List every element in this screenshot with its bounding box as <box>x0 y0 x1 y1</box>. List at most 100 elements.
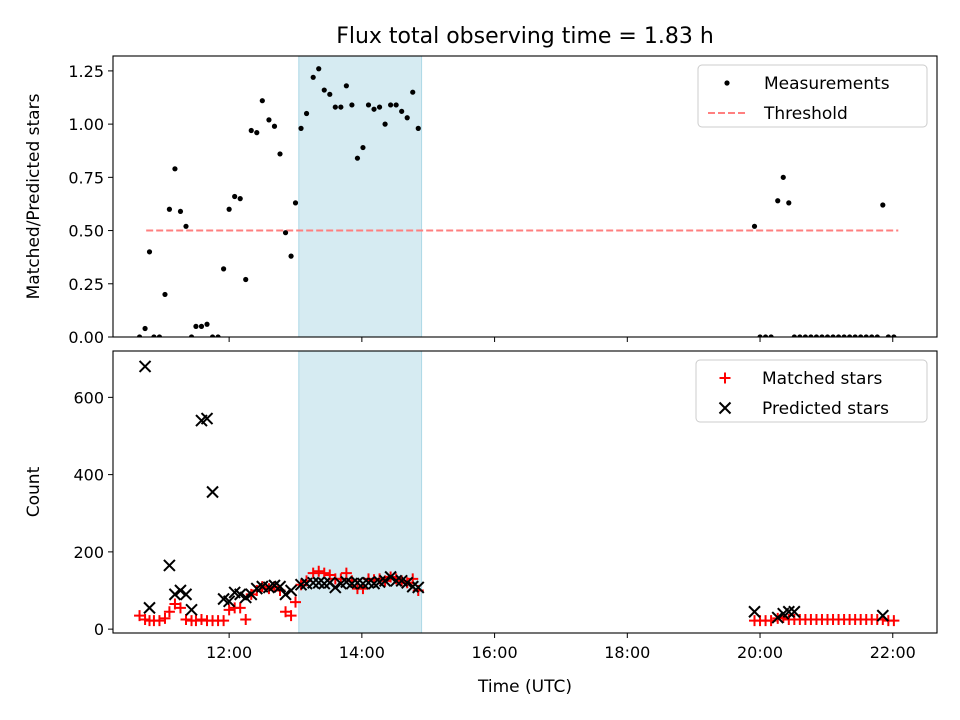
measurementspoint <box>824 334 831 337</box>
measurementspoint <box>869 334 875 337</box>
measurementspoint <box>371 106 377 112</box>
predicted-starspoint <box>273 580 287 593</box>
matched-starspoint <box>195 613 207 625</box>
y-tick-label: 0.25 <box>68 275 104 294</box>
measurementspoint <box>215 334 221 337</box>
measurementspoint <box>819 334 825 337</box>
measurementspoint <box>327 91 333 97</box>
data-points <box>136 66 897 337</box>
matched-starspoint <box>251 585 263 597</box>
legend-swatch <box>718 401 732 415</box>
matched-starspoint <box>180 613 192 625</box>
measurementspoint <box>780 174 786 180</box>
measurementspoint <box>885 334 891 337</box>
data-points <box>134 360 900 627</box>
y-axis-label: Matched/Predicted stars <box>24 93 44 299</box>
measurementspoint <box>298 125 304 131</box>
measurementspoint <box>858 334 864 337</box>
predicted-starspoint <box>748 605 761 618</box>
measurementspoint <box>874 334 880 337</box>
measurementspoint <box>292 200 299 206</box>
measurementspoint <box>365 102 372 108</box>
predicted-starspoint <box>329 581 342 594</box>
measurementspoint <box>254 130 260 136</box>
measurementspoint <box>841 334 847 337</box>
y-tick-label: 600 <box>73 388 104 407</box>
measurementspoint <box>193 323 199 329</box>
matched-starspoint <box>340 567 352 579</box>
predicted-starspoint <box>788 605 801 618</box>
measurementspoint <box>376 104 383 110</box>
predicted-starspoint <box>378 574 392 588</box>
matched-starspoint <box>240 613 252 625</box>
y-tick-label: 0.75 <box>68 168 104 187</box>
count-panel: 0 200 400 600 12:00 14:00 16:00 18:00 20:00 22:00… <box>24 350 938 662</box>
measurementspoint <box>349 102 355 108</box>
measurementspoint <box>172 166 178 172</box>
measurementspoint <box>237 196 243 202</box>
measurementspoint <box>221 266 227 272</box>
measurementspoint <box>177 208 184 215</box>
measurementspoint <box>343 83 349 89</box>
matched-starspoint <box>285 610 297 622</box>
predicted-starspoint <box>174 584 187 597</box>
matched-starspoint <box>313 565 325 577</box>
matched-starspoint <box>153 615 165 627</box>
predicted-starspoint <box>389 574 403 588</box>
measurementspoint <box>332 104 338 110</box>
measurementspoint <box>808 334 814 337</box>
measurementspoint <box>282 230 289 236</box>
x-tick-label: 14:00 <box>339 643 385 662</box>
y-tick-label: 1.25 <box>68 62 104 81</box>
predicted-starspoint <box>143 601 156 615</box>
axes-frame <box>112 350 938 634</box>
predicted-starspoint <box>412 581 425 594</box>
predicted-starspoint <box>200 412 214 425</box>
measurementspoint <box>209 334 216 337</box>
matched-starspoint <box>307 567 319 579</box>
x-tick-label: 18:00 <box>604 643 650 662</box>
measurementspoint <box>393 102 399 108</box>
predicted-starspoint <box>384 570 397 584</box>
measurementspoint <box>775 198 781 204</box>
measurementspoint <box>146 249 153 255</box>
measurementspoint <box>316 66 322 72</box>
measurementspoint <box>797 334 803 337</box>
measurementspoint <box>791 334 797 337</box>
predicted-starspoint <box>206 485 219 499</box>
y-axis-label: Count <box>24 466 44 517</box>
legend-swatch <box>724 80 730 86</box>
matched-starspoint <box>280 606 292 618</box>
ratio-panel: 0.00 0.25 0.50 0.75 1.00 1.25 Matched/Predicte… <box>24 55 938 347</box>
measurementspoint <box>166 206 173 212</box>
measurementspoint <box>768 334 774 337</box>
measurementspoint <box>243 276 249 283</box>
predicted-starspoint <box>876 609 890 622</box>
legend-label: Predicted stars <box>762 399 889 419</box>
y-tick-label: 0 <box>94 620 104 639</box>
x-tick-label: 20:00 <box>737 643 783 662</box>
measurementspoint <box>183 223 189 229</box>
matched-starspoint <box>888 615 900 627</box>
measurementspoint <box>802 334 808 337</box>
matched-starspoint <box>234 602 246 614</box>
measurementspoint <box>751 223 758 229</box>
measurementspoint <box>863 334 869 337</box>
predicted-starspoint <box>138 360 152 373</box>
matched-starspoint <box>190 615 202 627</box>
axes-frame <box>112 55 938 338</box>
measurementspoint <box>880 202 886 208</box>
y-tick-label: 0.50 <box>68 222 104 241</box>
measurementspoint <box>277 151 283 157</box>
predicted-starspoint <box>179 588 193 601</box>
measurementspoint <box>151 334 157 337</box>
legend-label: Measurements <box>764 74 890 94</box>
measurementspoint <box>198 323 205 329</box>
matched-starspoint <box>174 602 186 614</box>
measurementspoint <box>266 117 272 123</box>
measurementspoint <box>188 334 195 337</box>
matched-starspoint <box>159 612 171 624</box>
measurementspoint <box>259 98 265 104</box>
measurementspoint <box>142 325 148 332</box>
